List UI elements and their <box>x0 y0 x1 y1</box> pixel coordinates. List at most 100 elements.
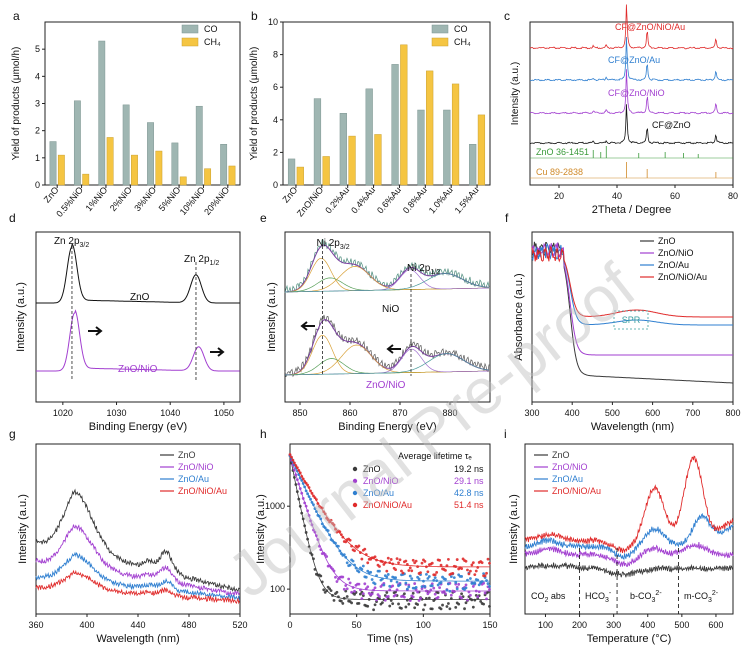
fit-line <box>289 455 490 600</box>
decay-point <box>347 577 351 581</box>
bar <box>49 141 57 186</box>
label-sup: 2- <box>712 590 719 597</box>
decay-point <box>378 569 381 573</box>
decay-point <box>464 559 468 563</box>
decay-point <box>359 592 362 596</box>
decay-point <box>425 596 428 600</box>
y-tick-label: 2 <box>273 147 278 157</box>
pl-trace <box>35 569 240 605</box>
legend-label: CH₄ <box>204 37 221 47</box>
decay-point <box>345 595 349 598</box>
panel-e: e 850 860 870 880 Binding Energy (eV) Intensit… <box>260 211 491 433</box>
y-axis-label: Intensity (a.u.) <box>17 494 29 564</box>
x-tick-label: 400 <box>79 620 94 630</box>
bar <box>155 150 163 186</box>
lifetime-value: 19.2 ns <box>454 464 484 474</box>
x-tick-label: 50 <box>352 620 362 630</box>
fit-line <box>289 455 490 592</box>
x-tick-label: ZnO/NiO <box>295 185 325 219</box>
decay-point <box>480 561 484 565</box>
x-tick-label: 860 <box>342 408 357 418</box>
x-tick-label: 850 <box>292 408 307 418</box>
y-tick-label: 6 <box>273 82 278 92</box>
decay-point <box>449 593 453 597</box>
decay-point <box>483 591 487 595</box>
decay-point <box>373 582 377 586</box>
bar <box>296 166 304 186</box>
decay-point <box>427 596 431 600</box>
axes-frame <box>284 231 491 403</box>
decay-point <box>386 556 390 560</box>
decay-point <box>386 573 390 576</box>
region-label: m-CO32- <box>684 590 719 604</box>
decay-point <box>385 575 389 579</box>
decay-point <box>398 558 402 562</box>
decay-point <box>460 596 463 600</box>
panel-letter: b <box>251 9 258 23</box>
decay-point <box>397 561 400 565</box>
decay-point <box>386 594 390 598</box>
legend-label: ZnO/NiO <box>552 462 588 472</box>
decay-point <box>448 589 452 593</box>
decay-point <box>445 588 449 592</box>
lifetime-value: 42.8 ns <box>454 488 484 498</box>
decay-point <box>438 558 441 562</box>
axes-frame <box>289 443 491 615</box>
decay-point <box>408 574 412 578</box>
x-tick-label: 1.0%Au <box>427 185 455 216</box>
spr-box <box>613 310 649 330</box>
x-tick-label: 1.5%Au <box>453 185 481 216</box>
legend-label: ZnO/Au <box>178 474 209 484</box>
x-tick-label: ZnO <box>281 185 300 205</box>
decay-point <box>325 555 329 558</box>
decay-point <box>366 604 370 608</box>
decay-point <box>488 604 491 608</box>
decay-point <box>360 557 364 561</box>
decay-point <box>391 602 395 606</box>
bar <box>106 137 114 186</box>
bar <box>179 176 187 186</box>
label-sub: 1/2 <box>430 269 440 276</box>
x-tick-label: 0.6%Au <box>375 185 403 216</box>
y-axis-label: Absorbance (a.u.) <box>513 273 525 360</box>
decay-point <box>373 586 377 590</box>
decay-point <box>363 582 367 586</box>
x-tick-label: 80 <box>728 191 738 201</box>
label-sub: 3 <box>605 597 609 604</box>
x-tick-label: 1020 <box>53 408 73 418</box>
decay-point <box>404 581 408 585</box>
y-tick-label: 8 <box>273 50 278 60</box>
decay-point <box>464 586 468 590</box>
decay-point <box>480 580 484 583</box>
legend-label: ZnO <box>363 464 381 474</box>
decay-point <box>457 582 461 586</box>
decay-point <box>350 590 353 594</box>
xrd-trace <box>529 4 734 50</box>
peak-label: Ni 2p3/2 <box>317 238 350 251</box>
decay-point <box>360 597 364 601</box>
x-tick-label: 2%NiO <box>108 185 134 213</box>
decay-point <box>353 549 356 553</box>
label-sub: 3 <box>652 597 656 604</box>
decay-point <box>391 584 395 588</box>
decay-point <box>353 592 356 596</box>
decay-point <box>388 584 392 588</box>
decay-point <box>350 601 353 605</box>
decay-point <box>334 575 337 579</box>
decay-point <box>460 567 463 570</box>
decay-point <box>385 591 389 594</box>
decay-point <box>404 559 408 563</box>
trace-label: CF@ZnO <box>652 120 691 130</box>
x-tick-label: 880 <box>442 408 457 418</box>
bar <box>220 144 228 186</box>
decay-point <box>395 557 399 561</box>
decay-point <box>436 591 440 595</box>
decay-point <box>383 598 387 602</box>
x-tick-label: 1040 <box>160 408 180 418</box>
decay-point <box>425 573 428 576</box>
bar <box>339 113 347 186</box>
x-tick-label: ZnO <box>42 185 61 205</box>
lifetime-value: 51.4 ns <box>454 500 484 510</box>
legend-label: ZnO <box>178 450 196 460</box>
decay-point <box>369 570 373 574</box>
